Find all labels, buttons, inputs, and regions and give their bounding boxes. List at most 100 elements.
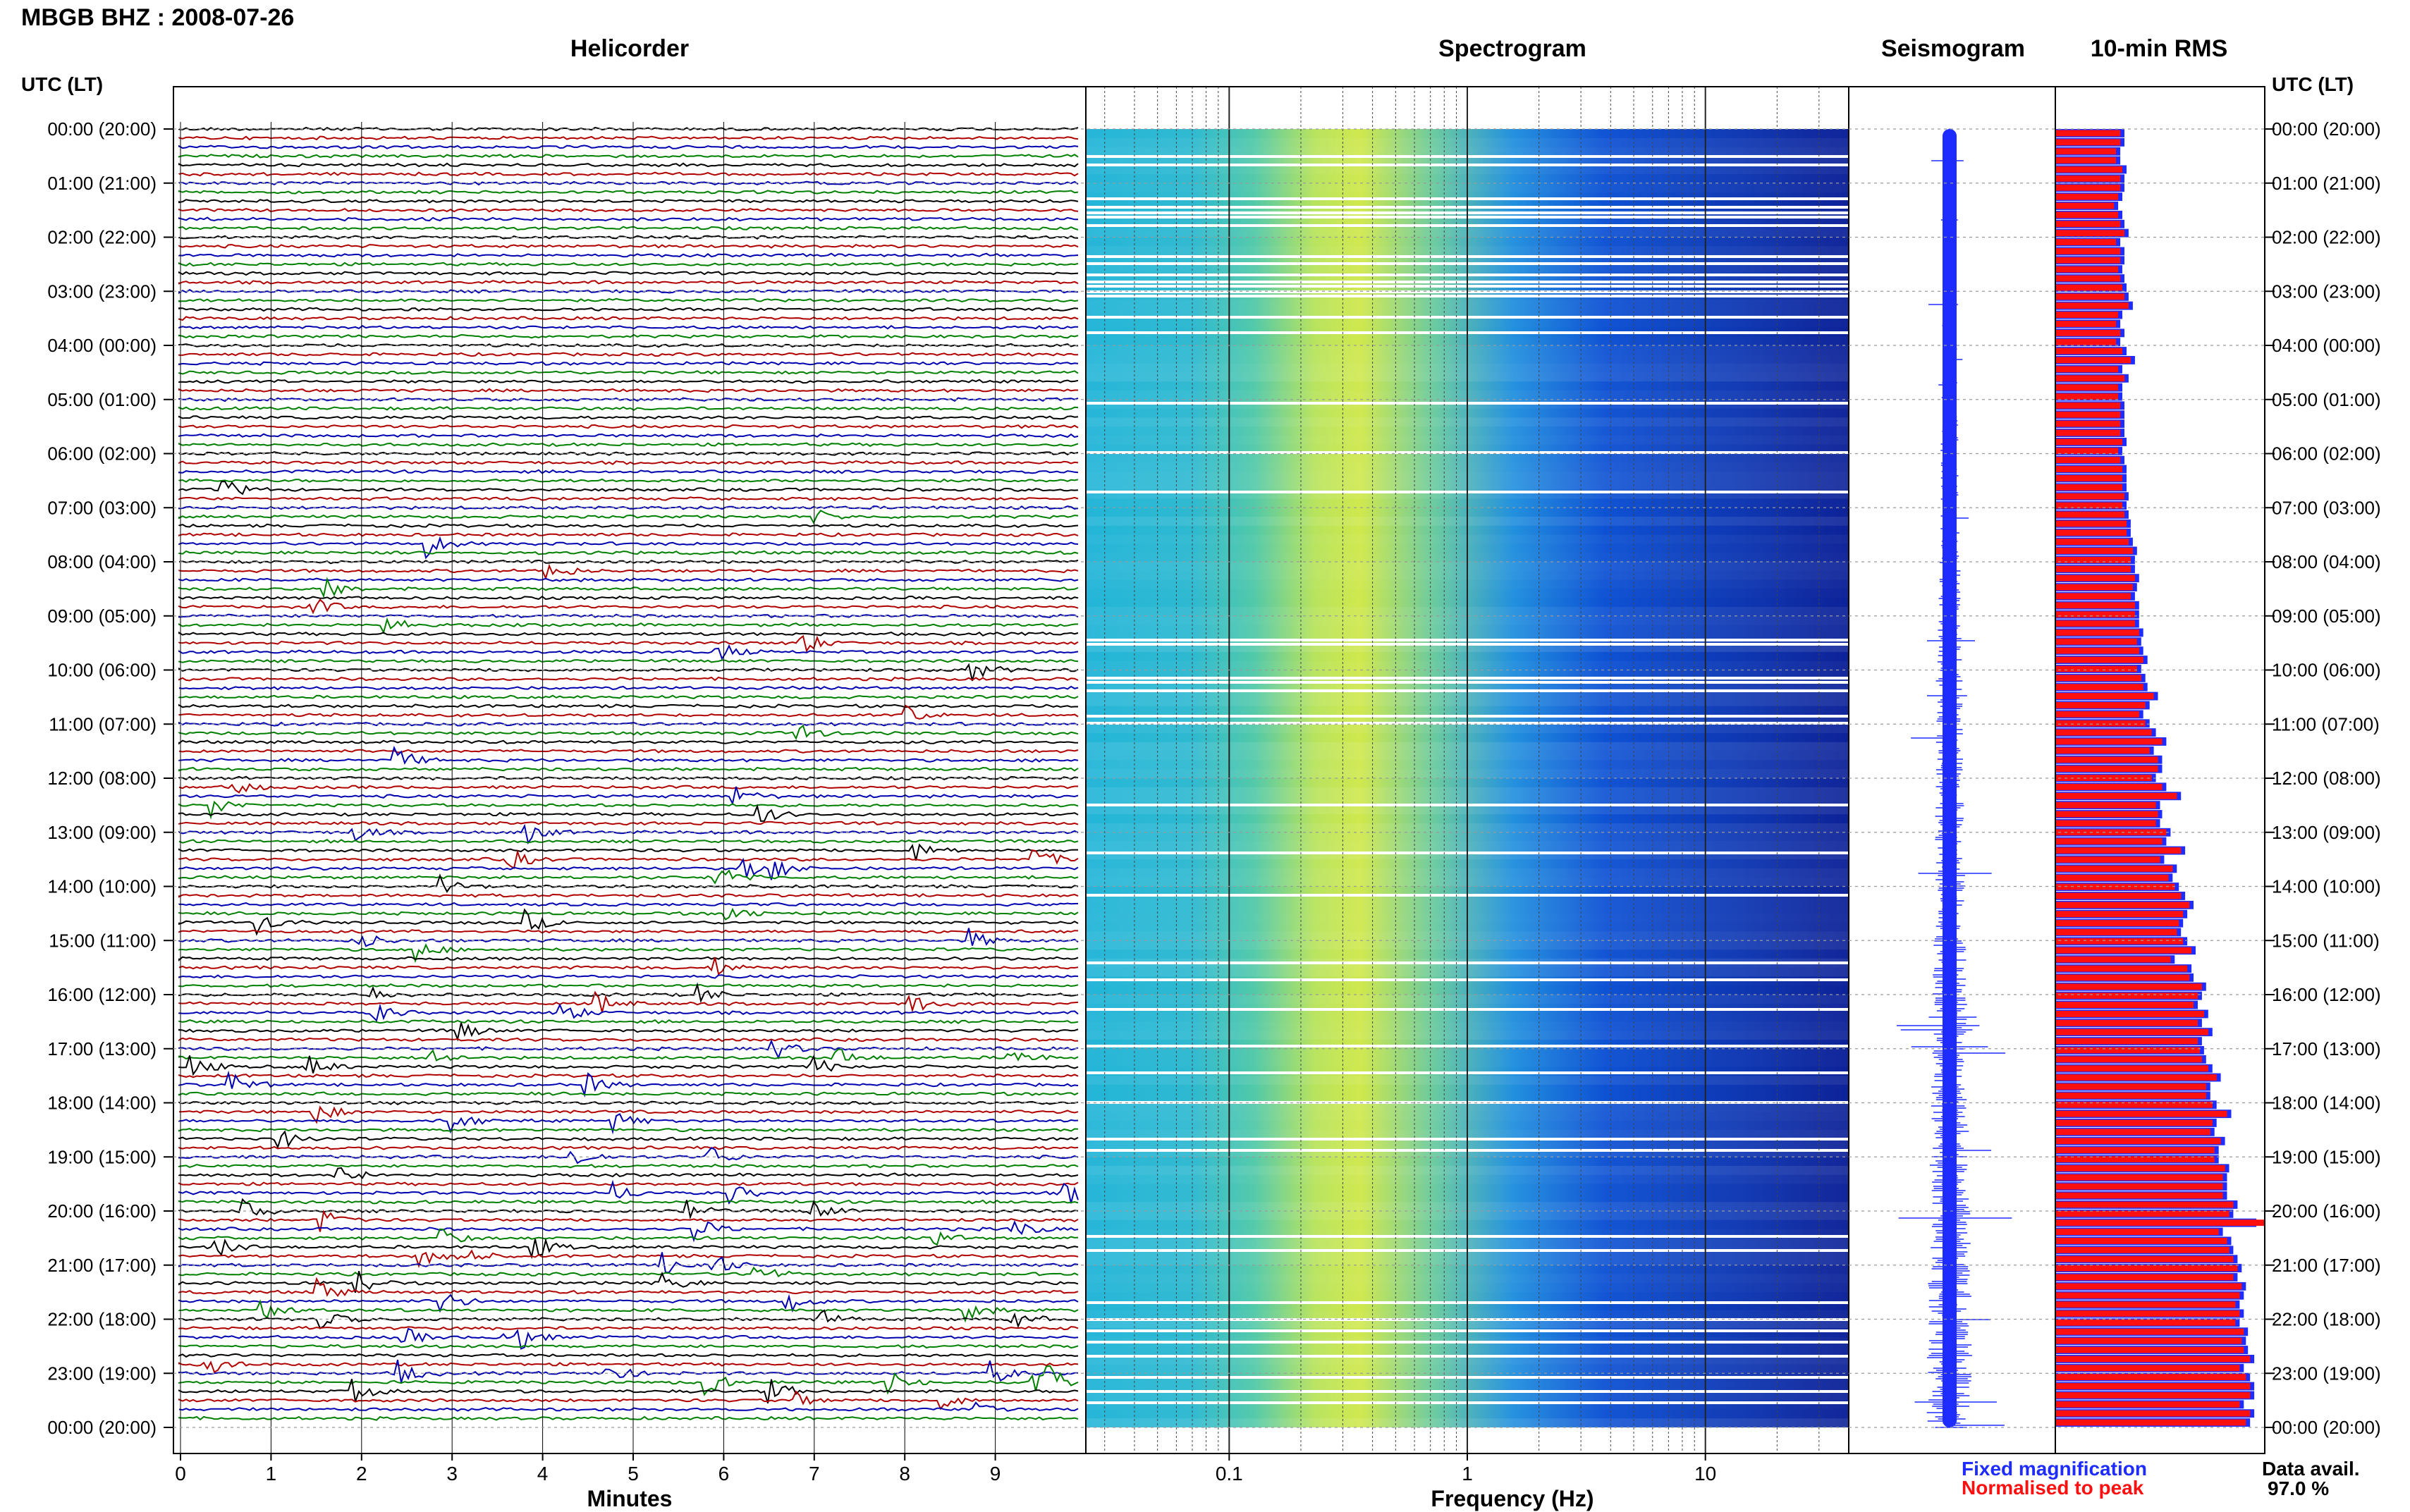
helicorder-trace <box>178 307 1079 312</box>
helicorder-trace <box>178 724 1079 741</box>
hour-label-left: 04:00 (00:00) <box>47 335 157 356</box>
rms-bar-normalised <box>2055 1255 2234 1262</box>
helicorder-title: Helicorder <box>570 35 690 62</box>
axis-labels: 00:00 (20:00) 00:00 (20:00) 01:00 (21:00) 0… <box>47 118 2380 1485</box>
helicorder-trace <box>178 1360 1079 1373</box>
hour-label-left: 01:00 (21:00) <box>47 173 157 194</box>
frequency-tick-label: 0.1 <box>1216 1463 1243 1485</box>
rms-bar-normalised <box>2055 638 2137 645</box>
rms-bar-normalised <box>2055 1056 2202 1063</box>
panel-frames <box>164 86 2275 1454</box>
helicorder-trace <box>178 1327 1079 1350</box>
rms-bar-normalised <box>2055 820 2156 827</box>
helicorder-trace <box>178 1022 1079 1042</box>
helicorder-trace <box>178 532 1079 537</box>
rms-bar-normalised <box>2055 357 2131 364</box>
helicorder-trace <box>178 280 1079 285</box>
rms-bar-normalised <box>2055 956 2171 963</box>
helicorder-trace <box>178 154 1079 159</box>
rms-bar-normalised <box>2055 620 2135 627</box>
minute-tick-label: 3 <box>446 1463 458 1485</box>
rms-bar-normalised <box>2055 1365 2240 1372</box>
helicorder-trace <box>178 1344 1079 1349</box>
helicorder-trace <box>178 1130 1079 1150</box>
rms-bar-normalised <box>2055 1274 2234 1281</box>
rms-bar-normalised <box>2055 1265 2238 1272</box>
helicorder-trace <box>178 162 1079 168</box>
rms-bar-normalised <box>2055 665 2137 672</box>
time-axis-label-right: UTC (LT) <box>2272 73 2354 95</box>
rms-bar-normalised <box>2055 1328 2244 1335</box>
helicorder-trace <box>178 316 1079 321</box>
rms-bar-normalised <box>2055 920 2179 927</box>
helicorder-trace <box>178 126 1079 132</box>
hour-label-right: 03:00 (23:00) <box>2272 281 2381 302</box>
helicorder-trace <box>178 1390 1079 1410</box>
rms-bar-normalised <box>2055 1392 2251 1399</box>
helicorder-trace <box>178 397 1079 402</box>
rms-bar-normalised <box>2055 221 2121 228</box>
minute-tick-label: 1 <box>266 1463 277 1485</box>
rms-bar-normalised <box>2055 1201 2234 1208</box>
rms-bar-normalised <box>2055 166 2122 173</box>
rms-bar-normalised <box>2055 766 2158 773</box>
rms-bar-normalised <box>2055 193 2119 200</box>
helicorder-trace <box>178 1401 1079 1412</box>
helicorder-trace <box>178 252 1079 258</box>
hour-label-left: 00:00 (20:00) <box>47 118 157 140</box>
helicorder-trace <box>178 766 1079 772</box>
hour-label-left: 11:00 (07:00) <box>49 713 157 735</box>
rms-bar-normalised <box>2055 539 2129 546</box>
helicorder-trace <box>178 271 1079 276</box>
helicorder-trace <box>178 550 1079 555</box>
helicorder-trace <box>178 1019 1079 1024</box>
minute-tick-label: 0 <box>175 1463 186 1485</box>
rms-bar-normalised <box>2055 375 2124 382</box>
helicorder-trace <box>178 190 1079 195</box>
helicorder-trace <box>178 804 1079 822</box>
minute-tick-label: 6 <box>718 1463 730 1485</box>
rms-bar-normalised <box>2055 393 2119 400</box>
hour-label-left: 15:00 (11:00) <box>49 930 157 951</box>
helicorder-trace <box>178 676 1079 682</box>
helicorder-trace <box>178 820 1079 826</box>
hour-label-left: 17:00 (13:00) <box>47 1038 157 1059</box>
helicorder-trace <box>178 1219 1079 1243</box>
rms-bar-normalised <box>2055 1183 2223 1190</box>
rms-bar-normalised <box>2055 402 2121 409</box>
minute-tick-label: 5 <box>628 1463 639 1485</box>
rms-bar-normalised <box>2055 1283 2242 1290</box>
rms-bar-normalised <box>2055 1119 2213 1126</box>
helicorder-trace <box>178 480 1079 496</box>
hour-label-right: 15:00 (11:00) <box>2272 930 2380 951</box>
time-axis-label-left: UTC (LT) <box>21 73 104 95</box>
rms-bar-normalised <box>2055 902 2190 909</box>
data-avail-value: 97.0 % <box>2268 1477 2330 1499</box>
rms-bar-normalised <box>2055 792 2177 799</box>
hour-label-left: 18:00 (14:00) <box>47 1093 157 1114</box>
helicorder-trace <box>178 1266 1079 1278</box>
helicorder-trace <box>178 907 1079 921</box>
helicorder-trace <box>178 982 1079 1004</box>
helicorder-trace <box>178 983 1079 988</box>
rms-bar-normalised <box>2055 565 2131 572</box>
hour-label-left: 22:00 (18:00) <box>47 1309 157 1330</box>
hour-label-left: 10:00 (06:00) <box>47 660 157 681</box>
rms-bar-normalised <box>2055 366 2119 373</box>
helicorder-trace <box>178 1055 1079 1076</box>
rms-bar-normalised <box>2055 720 2146 727</box>
helicorder-trace <box>178 379 1079 384</box>
hour-label-right: 12:00 (08:00) <box>2272 768 2381 789</box>
rms-bar-normalised <box>2055 348 2122 355</box>
helicorder-trace <box>178 1145 1079 1150</box>
hour-label-left: 06:00 (02:00) <box>47 443 157 465</box>
helicorder-trace <box>178 1252 1079 1274</box>
helicorder-trace <box>178 361 1079 366</box>
rms-bar-normalised <box>2055 338 2117 345</box>
rms-bar-normalised <box>2055 838 2163 845</box>
hour-label-left: 05:00 (01:00) <box>47 389 157 410</box>
rms-bar-normalised <box>2055 1292 2240 1299</box>
rms-bar-normalised <box>2055 529 2127 536</box>
rms-bar-normalised <box>2055 1002 2194 1008</box>
helicorder-trace <box>178 749 1079 754</box>
